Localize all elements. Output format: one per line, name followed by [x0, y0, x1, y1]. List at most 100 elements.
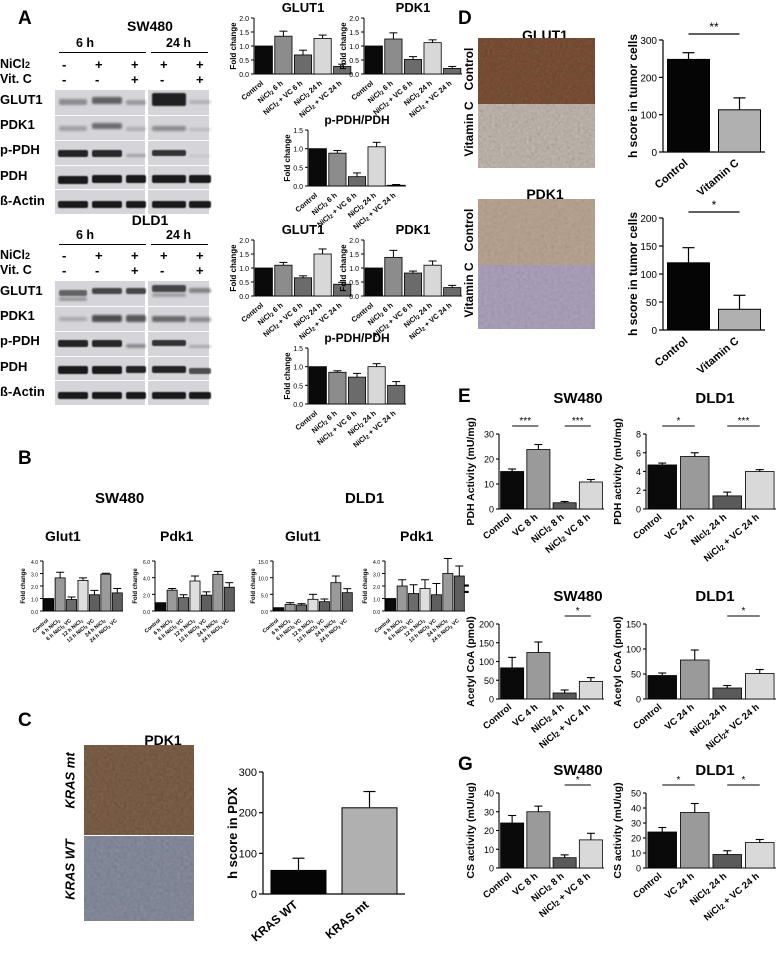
svg-text:10.0: 10.0: [258, 577, 268, 583]
svg-text:CS activity (mU/ug): CS activity (mU/ug): [465, 782, 477, 878]
svg-text:0: 0: [636, 695, 641, 705]
svg-text:***: ***: [738, 416, 750, 427]
svg-text:NiCl2 + VC 24 h: NiCl2 + VC 24 h: [702, 871, 762, 924]
svg-text:p-PDH/PDH: p-PDH/PDH: [324, 331, 389, 345]
svg-text:0: 0: [489, 695, 494, 705]
svg-text:0.0: 0.0: [293, 184, 303, 191]
svg-text:50: 50: [646, 298, 658, 309]
svg-text:150: 150: [626, 620, 641, 630]
svg-text:3.0: 3.0: [373, 573, 380, 579]
svg-text:300: 300: [239, 767, 257, 779]
svg-text:p-PDH/PDH: p-PDH/PDH: [324, 113, 389, 127]
svg-text:1.0: 1.0: [293, 147, 303, 154]
svg-text:0: 0: [636, 864, 641, 874]
svg-text:Control: Control: [653, 335, 691, 369]
svg-text:*: *: [712, 198, 717, 212]
svg-text:100: 100: [479, 657, 494, 667]
svg-text:200: 200: [239, 808, 257, 820]
svg-text:4.0: 4.0: [143, 577, 150, 583]
svg-text:200: 200: [640, 214, 657, 225]
svg-text:200: 200: [640, 73, 657, 84]
svg-text:30: 30: [631, 819, 641, 829]
svg-text:0.0: 0.0: [293, 402, 303, 409]
svg-text:0.0: 0.0: [239, 72, 249, 79]
svg-text:GLUT1: GLUT1: [282, 222, 325, 237]
svg-text:PDK1: PDK1: [396, 222, 431, 237]
svg-text:Control: Control: [481, 702, 514, 732]
svg-text:4: 4: [636, 467, 641, 477]
svg-text:2.0: 2.0: [349, 238, 359, 245]
svg-text:*: *: [576, 606, 580, 617]
svg-text:10: 10: [484, 480, 494, 490]
svg-text:1.5: 1.5: [293, 128, 303, 135]
svg-text:50: 50: [631, 670, 641, 680]
svg-text:Fold change: Fold change: [133, 568, 139, 604]
svg-text:2: 2: [636, 486, 641, 496]
svg-text:0.0: 0.0: [239, 294, 249, 301]
svg-text:Control: Control: [481, 871, 514, 901]
svg-text:NiCl2 + VC 24 h: NiCl2 + VC 24 h: [702, 512, 762, 565]
svg-text:Acetyl CoA (pmol): Acetyl CoA (pmol): [612, 616, 624, 707]
svg-text:0.5: 0.5: [349, 280, 359, 287]
svg-text:PDH activity (mU/mg): PDH activity (mU/mg): [612, 418, 624, 525]
svg-text:4.0: 4.0: [373, 560, 380, 566]
svg-text:0.5: 0.5: [293, 165, 303, 172]
svg-text:30: 30: [484, 807, 494, 817]
svg-text:0.0: 0.0: [373, 610, 380, 616]
svg-text:Control: Control: [481, 512, 514, 542]
svg-text:0: 0: [489, 505, 494, 515]
svg-text:2.0: 2.0: [31, 585, 38, 591]
svg-text:15.0: 15.0: [258, 560, 268, 566]
svg-text:*: *: [742, 606, 746, 617]
svg-text:Fold change: Fold change: [283, 134, 292, 182]
svg-text:2.0: 2.0: [239, 16, 249, 23]
svg-text:100: 100: [640, 270, 657, 281]
svg-text:8: 8: [636, 430, 641, 440]
svg-text:10: 10: [484, 845, 494, 855]
svg-text:1.0: 1.0: [31, 598, 38, 604]
svg-text:100: 100: [626, 645, 641, 655]
svg-text:Control: Control: [631, 871, 664, 901]
svg-text:*: *: [742, 775, 746, 786]
svg-text:2.0: 2.0: [349, 16, 359, 23]
svg-text:*: *: [677, 775, 681, 786]
svg-text:2.0: 2.0: [239, 238, 249, 245]
svg-text:3.0: 3.0: [31, 573, 38, 579]
svg-text:Fold change: Fold change: [229, 22, 238, 70]
svg-text:1.0: 1.0: [349, 44, 359, 51]
svg-text:100: 100: [239, 848, 257, 860]
svg-text:***: ***: [572, 416, 584, 427]
svg-text:1.0: 1.0: [349, 266, 359, 273]
svg-text:PDH Activity (mU/mg): PDH Activity (mU/mg): [465, 417, 477, 525]
svg-text:1.0: 1.0: [239, 44, 249, 51]
svg-text:0.0: 0.0: [143, 610, 150, 616]
svg-text:1.5: 1.5: [349, 30, 359, 37]
svg-text:0.0: 0.0: [349, 294, 359, 301]
svg-text:0.0: 0.0: [261, 610, 268, 616]
svg-text:Vitamin C: Vitamin C: [695, 335, 741, 377]
svg-text:10: 10: [631, 849, 641, 859]
svg-text:PDK1: PDK1: [396, 0, 431, 15]
svg-text:0: 0: [651, 326, 657, 337]
svg-text:0: 0: [651, 148, 657, 159]
svg-text:0.0: 0.0: [31, 610, 38, 616]
svg-text:150: 150: [479, 638, 494, 648]
svg-text:2.0: 2.0: [143, 593, 150, 599]
svg-text:300: 300: [640, 36, 657, 47]
svg-text:Acetyl CoA (pmol): Acetyl CoA (pmol): [465, 616, 477, 707]
svg-text:150: 150: [640, 242, 657, 253]
svg-text:1.5: 1.5: [239, 252, 249, 259]
svg-text:2.0: 2.0: [373, 585, 380, 591]
svg-text:0.5: 0.5: [239, 280, 249, 287]
svg-text:Control: Control: [631, 512, 664, 542]
svg-text:h score in tumor cells: h score in tumor cells: [626, 212, 640, 336]
svg-text:1.5: 1.5: [349, 252, 359, 259]
svg-text:0.0: 0.0: [349, 72, 359, 79]
svg-text:4.0: 4.0: [31, 560, 38, 566]
svg-text:*: *: [576, 775, 580, 786]
svg-text:30: 30: [484, 430, 494, 440]
svg-text:0: 0: [636, 505, 641, 515]
svg-text:Fold change: Fold change: [251, 568, 257, 604]
svg-text:KRAS WT: KRAS WT: [249, 897, 301, 944]
svg-text:Fold change: Fold change: [339, 244, 348, 292]
